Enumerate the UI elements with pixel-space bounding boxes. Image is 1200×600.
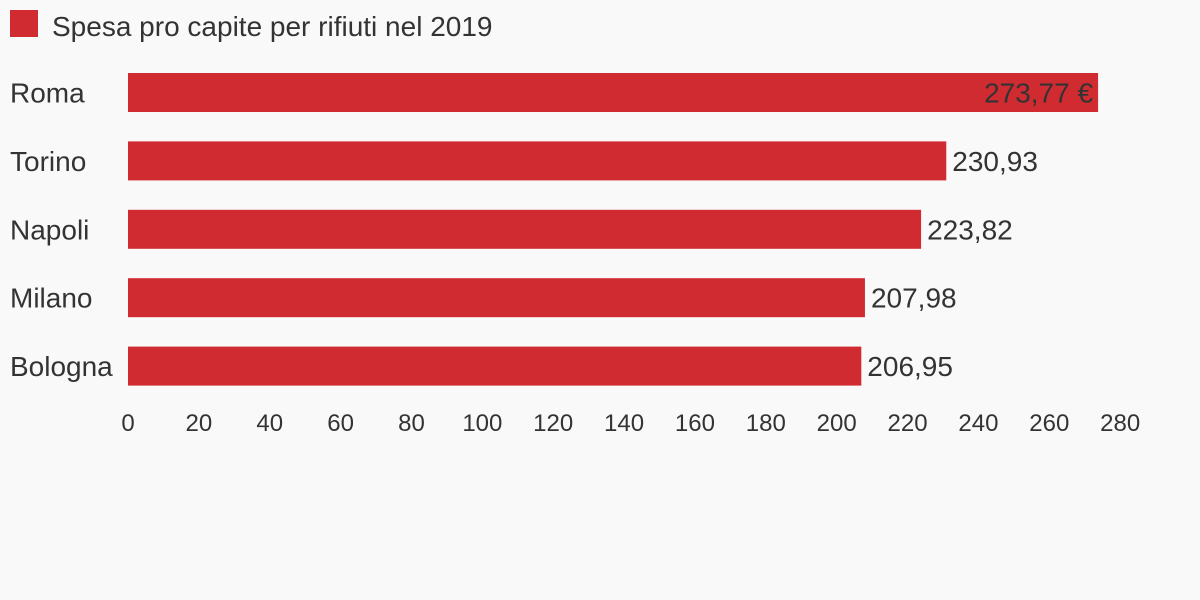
x-tick-label: 200 [817, 410, 857, 437]
x-tick-label: 40 [256, 410, 283, 437]
bars [128, 73, 1099, 386]
x-tick-label: 220 [888, 410, 928, 437]
x-axis: 0 20 40 60 80 100 120 140 160 180 200 220 240 260 280 [121, 410, 1140, 437]
bar [128, 346, 862, 386]
x-tick-label: 240 [958, 410, 998, 437]
legend: Spesa pro capite per rifiuti nel 2019 [10, 10, 493, 42]
x-tick-label: 0 [121, 410, 134, 437]
x-tick-label: 80 [398, 410, 425, 437]
value-label: 273,77 € [984, 78, 1093, 109]
category-label: Roma [10, 78, 85, 109]
bar [128, 278, 865, 318]
category-label: Torino [10, 146, 86, 177]
x-tick-label: 140 [604, 410, 644, 437]
bar [128, 73, 1099, 112]
value-label: 207,98 [871, 283, 957, 314]
x-tick-label: 260 [1029, 410, 1069, 437]
value-label: 206,95 [867, 351, 953, 382]
bar [128, 141, 947, 181]
category-labels: Roma Torino Napoli Milano Bologna [10, 78, 113, 383]
category-label: Bologna [10, 351, 113, 382]
bar [128, 209, 922, 249]
category-label: Napoli [10, 214, 89, 245]
value-labels: 273,77 € 230,93 223,82 207,98 206,95 [867, 78, 1093, 383]
x-tick-label: 160 [675, 410, 715, 437]
legend-label: Spesa pro capite per rifiuti nel 2019 [52, 11, 493, 42]
x-tick-label: 280 [1100, 410, 1140, 437]
x-tick-label: 120 [533, 410, 573, 437]
x-tick-label: 20 [186, 410, 213, 437]
value-label: 230,93 [952, 146, 1038, 177]
legend-swatch [10, 10, 38, 37]
x-tick-label: 100 [462, 410, 502, 437]
x-tick-label: 60 [327, 410, 354, 437]
category-label: Milano [10, 283, 92, 314]
x-tick-label: 180 [746, 410, 786, 437]
value-label: 223,82 [927, 214, 1013, 245]
